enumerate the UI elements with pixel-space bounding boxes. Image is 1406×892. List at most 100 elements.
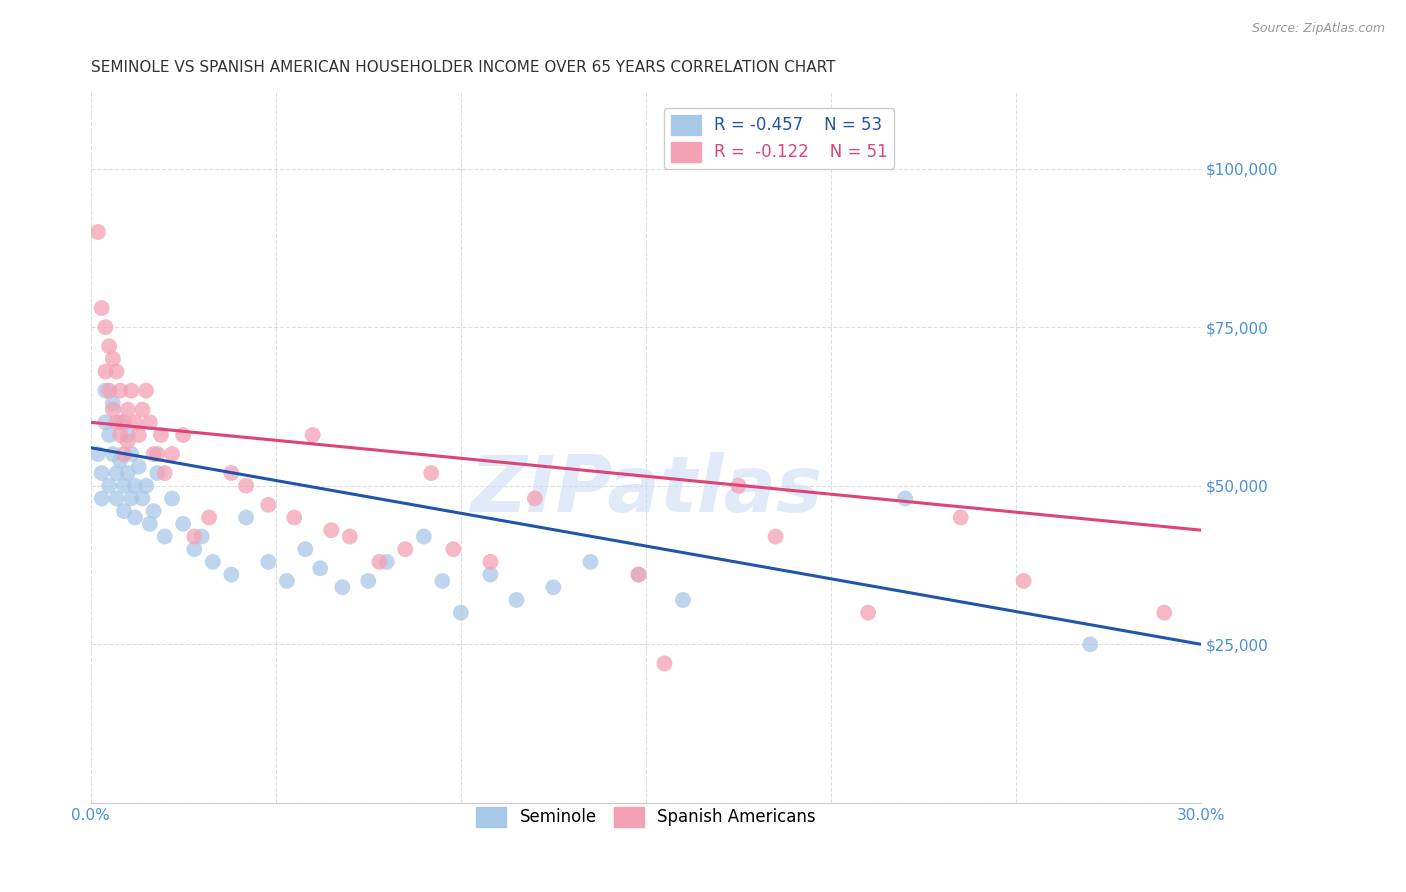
Point bbox=[257, 498, 280, 512]
Point bbox=[172, 428, 194, 442]
Point bbox=[117, 428, 139, 442]
Point bbox=[117, 434, 139, 449]
Point bbox=[110, 453, 132, 467]
Point bbox=[672, 593, 695, 607]
Point bbox=[110, 415, 132, 429]
Point bbox=[627, 567, 650, 582]
Point bbox=[112, 447, 135, 461]
Point bbox=[479, 567, 502, 582]
Point bbox=[153, 529, 176, 543]
Point bbox=[257, 555, 280, 569]
Point bbox=[276, 574, 298, 588]
Text: ZIPatlas: ZIPatlas bbox=[470, 452, 823, 528]
Point bbox=[153, 466, 176, 480]
Point bbox=[142, 447, 165, 461]
Point bbox=[90, 301, 112, 315]
Point bbox=[221, 567, 243, 582]
Point bbox=[98, 428, 121, 442]
Point bbox=[87, 225, 110, 239]
Point bbox=[117, 466, 139, 480]
Point bbox=[394, 542, 416, 557]
Point bbox=[479, 555, 502, 569]
Point bbox=[139, 415, 162, 429]
Point bbox=[94, 320, 117, 334]
Point bbox=[124, 415, 146, 429]
Point bbox=[543, 580, 565, 594]
Point bbox=[94, 365, 117, 379]
Point bbox=[420, 466, 443, 480]
Point bbox=[160, 447, 183, 461]
Point bbox=[94, 415, 117, 429]
Point bbox=[112, 479, 135, 493]
Point bbox=[90, 491, 112, 506]
Point bbox=[301, 428, 323, 442]
Point bbox=[101, 396, 124, 410]
Point bbox=[579, 555, 602, 569]
Point bbox=[98, 479, 121, 493]
Point bbox=[105, 365, 128, 379]
Point bbox=[1153, 606, 1175, 620]
Point bbox=[98, 339, 121, 353]
Point bbox=[235, 479, 257, 493]
Point bbox=[432, 574, 454, 588]
Point bbox=[146, 447, 169, 461]
Point bbox=[124, 510, 146, 524]
Point bbox=[146, 466, 169, 480]
Point bbox=[142, 504, 165, 518]
Text: Source: ZipAtlas.com: Source: ZipAtlas.com bbox=[1251, 22, 1385, 36]
Point bbox=[727, 479, 749, 493]
Point bbox=[135, 479, 157, 493]
Point bbox=[765, 529, 787, 543]
Point bbox=[110, 428, 132, 442]
Point bbox=[101, 447, 124, 461]
Point bbox=[309, 561, 332, 575]
Point bbox=[172, 516, 194, 531]
Point bbox=[949, 510, 972, 524]
Point bbox=[339, 529, 361, 543]
Point bbox=[332, 580, 354, 594]
Point bbox=[135, 384, 157, 398]
Point bbox=[120, 491, 142, 506]
Point bbox=[128, 459, 150, 474]
Point bbox=[101, 402, 124, 417]
Point bbox=[112, 504, 135, 518]
Point bbox=[190, 529, 212, 543]
Point bbox=[375, 555, 398, 569]
Point bbox=[124, 479, 146, 493]
Point bbox=[523, 491, 546, 506]
Legend: Seminole, Spanish Americans: Seminole, Spanish Americans bbox=[470, 800, 823, 834]
Point bbox=[321, 523, 343, 537]
Point bbox=[128, 428, 150, 442]
Point bbox=[120, 384, 142, 398]
Point bbox=[139, 516, 162, 531]
Point bbox=[627, 567, 650, 582]
Point bbox=[117, 402, 139, 417]
Point bbox=[412, 529, 434, 543]
Point bbox=[131, 491, 153, 506]
Point bbox=[505, 593, 527, 607]
Point bbox=[235, 510, 257, 524]
Point bbox=[183, 529, 205, 543]
Point bbox=[149, 428, 172, 442]
Point bbox=[160, 491, 183, 506]
Point bbox=[112, 415, 135, 429]
Point bbox=[221, 466, 243, 480]
Point bbox=[1012, 574, 1035, 588]
Point bbox=[283, 510, 305, 524]
Point bbox=[294, 542, 316, 557]
Point bbox=[357, 574, 380, 588]
Point bbox=[368, 555, 391, 569]
Point bbox=[1078, 637, 1101, 651]
Point bbox=[94, 384, 117, 398]
Point bbox=[894, 491, 917, 506]
Point bbox=[101, 351, 124, 366]
Point bbox=[87, 447, 110, 461]
Point bbox=[450, 606, 472, 620]
Point bbox=[90, 466, 112, 480]
Point bbox=[198, 510, 221, 524]
Text: SEMINOLE VS SPANISH AMERICAN HOUSEHOLDER INCOME OVER 65 YEARS CORRELATION CHART: SEMINOLE VS SPANISH AMERICAN HOUSEHOLDER… bbox=[90, 60, 835, 75]
Point bbox=[105, 466, 128, 480]
Point bbox=[105, 491, 128, 506]
Point bbox=[201, 555, 224, 569]
Point bbox=[183, 542, 205, 557]
